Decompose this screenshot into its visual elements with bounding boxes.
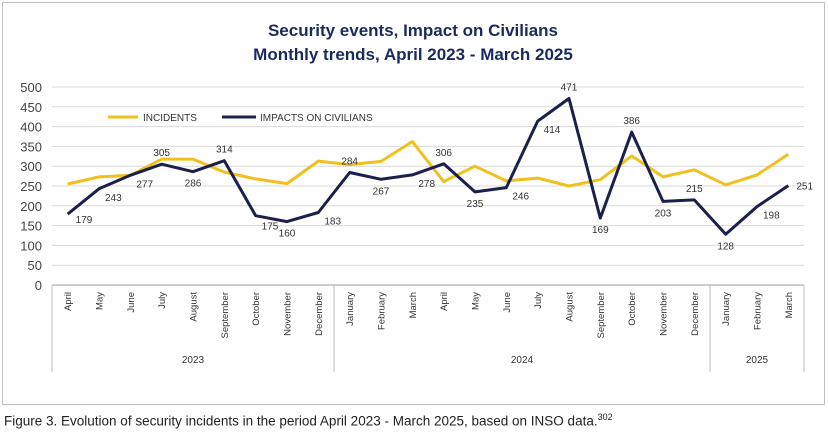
x-tick-label: May xyxy=(95,292,106,310)
x-tick-label: July xyxy=(533,292,544,309)
data-label: 471 xyxy=(561,82,578,93)
x-tick-label: December xyxy=(314,292,325,336)
data-label: 414 xyxy=(544,125,561,136)
year-label: 2025 xyxy=(746,355,769,366)
data-label: 278 xyxy=(418,179,435,190)
caption-footnote: 302 xyxy=(597,412,613,422)
legend: INCIDENTS IMPACTS ON CIVILIANS xyxy=(108,113,373,124)
gridlines xyxy=(52,86,804,286)
data-label: 314 xyxy=(216,145,233,156)
series-lines xyxy=(66,97,790,236)
year-label: 2023 xyxy=(182,355,205,366)
y-tick-label: 450 xyxy=(20,100,42,115)
chart-title: Security events, Impact on Civilians xyxy=(268,21,558,40)
data-label: 277 xyxy=(136,179,153,190)
data-label: 267 xyxy=(373,186,390,197)
y-tick-label: 300 xyxy=(20,159,42,174)
data-label: 305 xyxy=(153,148,170,159)
y-tick-label: 400 xyxy=(20,120,42,135)
x-tick-label: January xyxy=(345,292,356,326)
x-tick-label: June xyxy=(502,292,513,313)
data-label: 386 xyxy=(623,116,640,127)
incidents-line xyxy=(67,140,790,188)
y-tick-label: 50 xyxy=(28,258,42,273)
x-tick-label: February xyxy=(377,292,388,330)
data-label: 183 xyxy=(324,217,341,228)
impacts-line xyxy=(66,97,790,236)
year-label: 2024 xyxy=(511,355,534,366)
x-tick-label: February xyxy=(753,292,764,330)
data-label: 160 xyxy=(279,229,296,240)
data-label: 215 xyxy=(686,184,703,195)
x-tick-label: October xyxy=(627,292,638,326)
data-label: 235 xyxy=(467,199,484,210)
y-axis: 0 50 100 150 200 250 300 350 400 450 500 xyxy=(20,80,42,293)
x-tick-label: November xyxy=(659,292,670,336)
data-label: 306 xyxy=(435,148,452,159)
data-label: 284 xyxy=(341,157,358,168)
legend-label-impacts: IMPACTS ON CIVILIANS xyxy=(260,113,373,124)
y-tick-label: 500 xyxy=(20,80,42,95)
x-tick-label: December xyxy=(690,292,701,336)
legend-label-incidents: INCIDENTS xyxy=(143,113,197,124)
x-tick-label: March xyxy=(784,292,795,318)
y-tick-label: 150 xyxy=(20,219,42,234)
y-tick-label: 250 xyxy=(20,179,42,194)
y-tick-label: 100 xyxy=(20,238,42,253)
data-label: 128 xyxy=(717,241,734,252)
data-label: 175 xyxy=(262,222,279,233)
figure-caption: Figure 3. Evolution of security incident… xyxy=(4,412,613,429)
x-tick-label: June xyxy=(126,292,137,313)
x-tick-label: May xyxy=(471,292,482,310)
x-tick-label: September xyxy=(220,292,231,338)
x-tick-label: October xyxy=(251,292,262,326)
x-tick-label: January xyxy=(721,292,732,326)
y-tick-label: 350 xyxy=(20,139,42,154)
y-tick-label: 0 xyxy=(35,278,42,293)
line-chart: Security events, Impact on Civilians Mon… xyxy=(20,21,814,372)
data-label: 246 xyxy=(512,192,529,203)
data-label: 198 xyxy=(763,211,780,222)
caption-text: Figure 3. Evolution of security incident… xyxy=(4,413,598,429)
data-label: 251 xyxy=(796,182,813,193)
data-label: 203 xyxy=(655,208,672,219)
chart-subtitle: Monthly trends, April 2023 - March 2025 xyxy=(253,45,573,64)
x-tick-label: April xyxy=(63,292,74,311)
x-tick-label: September xyxy=(596,292,607,338)
y-tick-label: 200 xyxy=(20,199,42,214)
x-axis: April May June July August September October No… xyxy=(51,285,805,372)
x-tick-label: July xyxy=(157,292,168,309)
data-label: 179 xyxy=(76,215,93,226)
x-tick-label: August xyxy=(189,292,200,322)
x-tick-label: August xyxy=(565,292,576,322)
x-tick-label: March xyxy=(408,292,419,318)
data-label: 169 xyxy=(592,225,609,236)
x-tick-label: November xyxy=(283,292,294,336)
data-label: 286 xyxy=(185,179,202,190)
x-tick-label: April xyxy=(439,292,450,311)
chart-frame xyxy=(2,2,825,405)
data-label: 243 xyxy=(105,193,122,204)
